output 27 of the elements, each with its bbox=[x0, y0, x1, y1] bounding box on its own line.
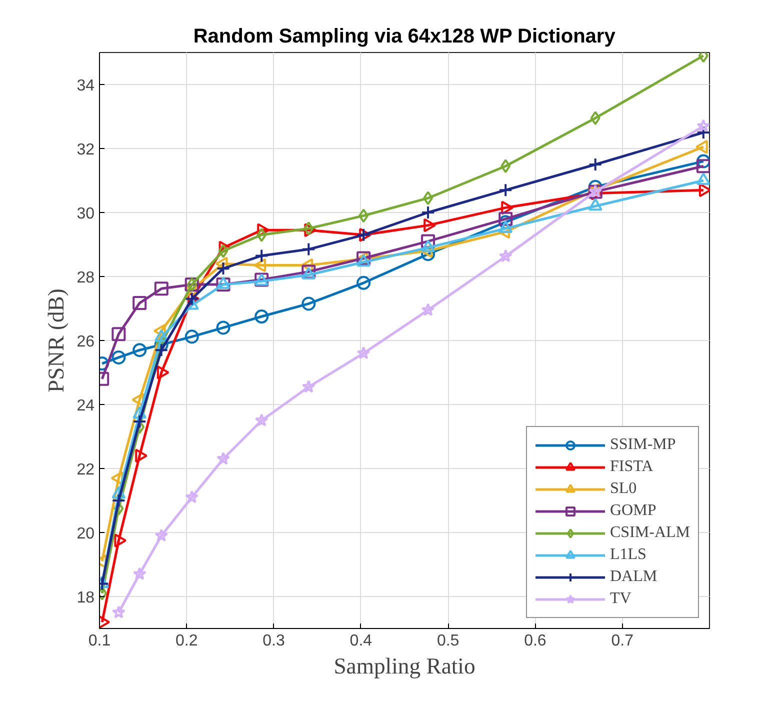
legend-label: L1LS bbox=[610, 546, 646, 564]
x-tick-label: 0.3 bbox=[262, 632, 286, 650]
x-tick-label: 0.7 bbox=[611, 632, 634, 650]
y-tick-label: 20 bbox=[76, 526, 95, 542]
x-tick-label: 0.5 bbox=[436, 632, 460, 650]
x-tick-label: 0.4 bbox=[350, 632, 372, 650]
y-axis-title: PSNR (dB) bbox=[44, 288, 69, 392]
legend-label: SL0 bbox=[610, 480, 637, 498]
legend-label: GOMP bbox=[610, 502, 656, 520]
x-tick-label: 0.6 bbox=[524, 632, 546, 650]
x-axis-title: Sampling Ratio bbox=[334, 654, 476, 678]
y-tick-label: 24 bbox=[76, 398, 95, 414]
legend-label: TV bbox=[610, 590, 632, 608]
y-tick-label: 26 bbox=[76, 334, 95, 350]
y-tick-label: 22 bbox=[76, 462, 95, 478]
y-tick-label: 28 bbox=[76, 270, 95, 286]
legend-label: FISTA bbox=[610, 458, 654, 476]
legend-label: CSIM-ALM bbox=[610, 524, 690, 542]
legend-label: DALM bbox=[610, 568, 658, 586]
x-tick-label: 0.2 bbox=[176, 632, 198, 650]
legend-label: SSIM-MP bbox=[610, 436, 676, 454]
chart-title: Random Sampling via 64x128 WP Dictionary bbox=[193, 26, 616, 48]
x-tick-label: 0.1 bbox=[88, 632, 111, 650]
y-tick-label: 32 bbox=[76, 142, 95, 158]
y-tick-label: 18 bbox=[76, 590, 95, 606]
y-tick-label: 30 bbox=[76, 206, 95, 222]
y-tick-label: 34 bbox=[76, 78, 95, 94]
